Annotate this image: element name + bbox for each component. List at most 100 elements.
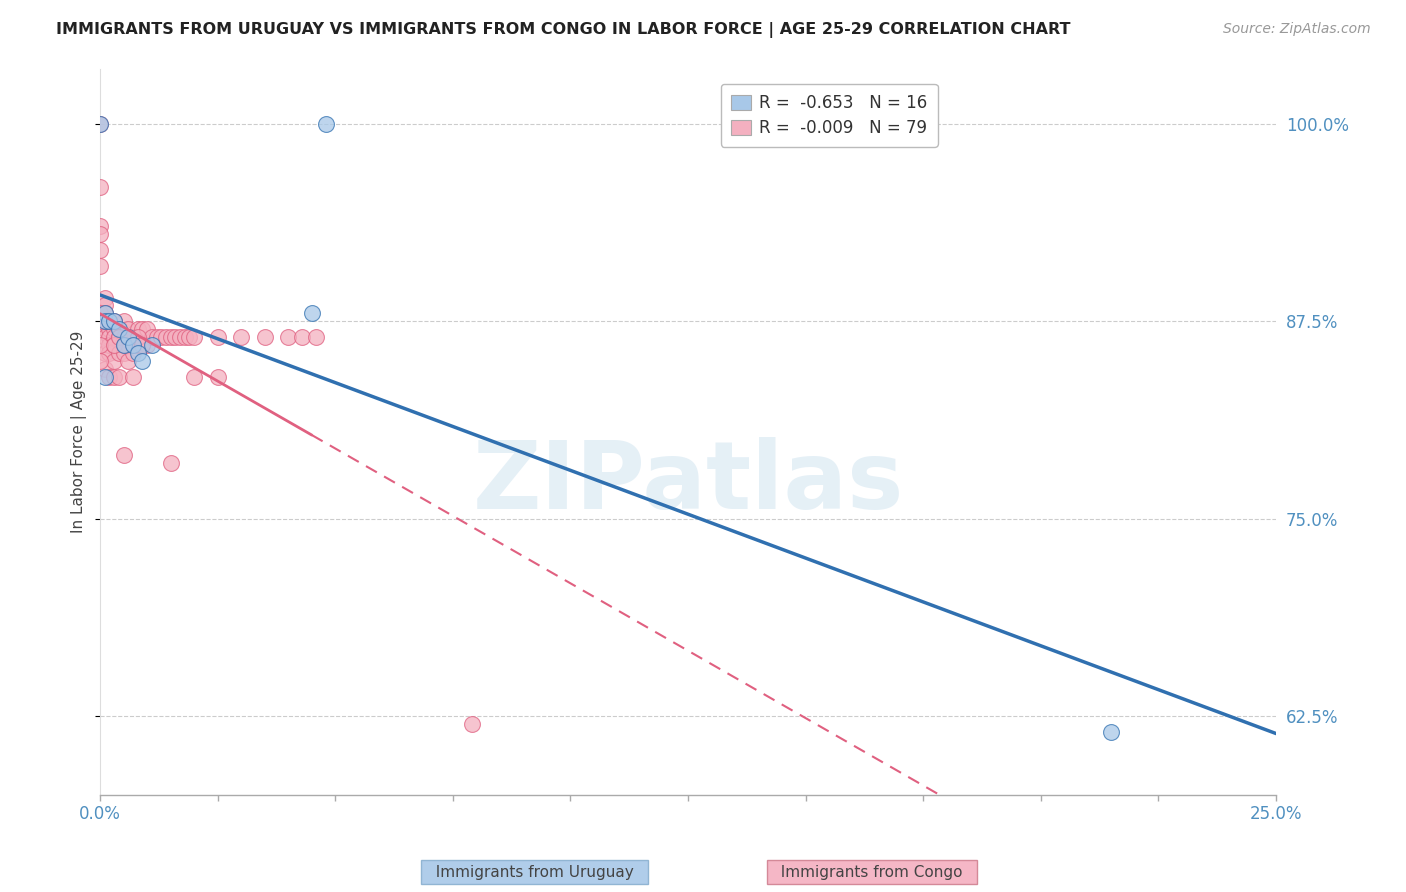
Point: [94, 314, 117, 328]
Point: [231, 330, 253, 344]
Point: [460, 717, 482, 731]
Point: [112, 330, 135, 344]
Point: [98, 346, 121, 360]
Point: [145, 330, 167, 344]
Point: [112, 449, 135, 463]
Point: [98, 314, 121, 328]
Point: [94, 346, 117, 360]
Point: [131, 322, 153, 336]
Point: [112, 346, 135, 360]
Point: [98, 338, 121, 352]
Point: [103, 314, 125, 328]
Y-axis label: In Labor Force | Age 25-29: In Labor Force | Age 25-29: [72, 331, 87, 533]
Point: [122, 346, 145, 360]
Point: [291, 330, 314, 344]
Point: [179, 330, 201, 344]
Point: [127, 338, 149, 352]
Point: [127, 322, 149, 336]
Text: IMMIGRANTS FROM URUGUAY VS IMMIGRANTS FROM CONGO IN LABOR FORCE | AGE 25-29 CORR: IMMIGRANTS FROM URUGUAY VS IMMIGRANTS FR…: [56, 22, 1071, 38]
Text: Immigrants from Congo: Immigrants from Congo: [770, 865, 973, 880]
Point: [173, 330, 195, 344]
Point: [98, 369, 121, 384]
Point: [89, 117, 111, 131]
Point: [305, 330, 328, 344]
Point: [112, 314, 135, 328]
Point: [122, 369, 145, 384]
Point: [117, 330, 139, 344]
Point: [277, 330, 299, 344]
Point: [141, 338, 163, 352]
Point: [141, 330, 163, 344]
Point: [89, 227, 111, 242]
Point: [89, 353, 111, 368]
Point: [103, 338, 125, 352]
Point: [112, 338, 135, 352]
Point: [112, 338, 135, 352]
Point: [94, 369, 117, 384]
Point: [127, 330, 149, 344]
Point: [122, 338, 145, 352]
Point: [108, 330, 131, 344]
Point: [136, 338, 159, 352]
Point: [117, 338, 139, 352]
Point: [253, 330, 276, 344]
Point: [155, 330, 177, 344]
Point: [94, 306, 117, 320]
Point: [108, 330, 131, 344]
Point: [98, 330, 121, 344]
Point: [108, 322, 131, 336]
Point: [169, 330, 191, 344]
Point: [165, 330, 187, 344]
Legend: R =  -0.653   N = 16, R =  -0.009   N = 79: R = -0.653 N = 16, R = -0.009 N = 79: [721, 84, 938, 147]
Point: [89, 314, 111, 328]
Point: [94, 306, 117, 320]
Point: [94, 291, 117, 305]
Point: [183, 330, 205, 344]
Point: [127, 346, 149, 360]
Point: [98, 322, 121, 336]
Point: [150, 330, 173, 344]
Point: [108, 322, 131, 336]
Point: [108, 346, 131, 360]
Point: [122, 330, 145, 344]
Point: [89, 338, 111, 352]
Point: [89, 243, 111, 257]
Text: Immigrants from Uruguay: Immigrants from Uruguay: [426, 865, 643, 880]
Point: [315, 117, 337, 131]
Point: [103, 330, 125, 344]
Point: [94, 361, 117, 376]
Point: [103, 369, 125, 384]
Text: ZIPatlas: ZIPatlas: [472, 437, 904, 529]
Point: [103, 353, 125, 368]
Point: [89, 306, 111, 320]
Point: [207, 330, 229, 344]
Point: [183, 369, 205, 384]
Point: [94, 314, 117, 328]
Point: [131, 338, 153, 352]
Point: [117, 330, 139, 344]
Point: [94, 322, 117, 336]
Point: [136, 322, 159, 336]
Point: [131, 338, 153, 352]
Point: [131, 353, 153, 368]
Point: [108, 369, 131, 384]
Point: [207, 369, 229, 384]
Point: [1101, 724, 1123, 739]
Point: [103, 314, 125, 328]
Point: [89, 219, 111, 234]
Point: [103, 338, 125, 352]
Point: [103, 322, 125, 336]
Point: [301, 306, 323, 320]
Point: [94, 330, 117, 344]
Point: [94, 314, 117, 328]
Text: Source: ZipAtlas.com: Source: ZipAtlas.com: [1223, 22, 1371, 37]
Point: [117, 353, 139, 368]
Point: [159, 456, 181, 470]
Point: [89, 180, 111, 194]
Point: [159, 330, 181, 344]
Point: [98, 314, 121, 328]
Point: [89, 117, 111, 131]
Point: [94, 298, 117, 312]
Point: [122, 338, 145, 352]
Point: [117, 322, 139, 336]
